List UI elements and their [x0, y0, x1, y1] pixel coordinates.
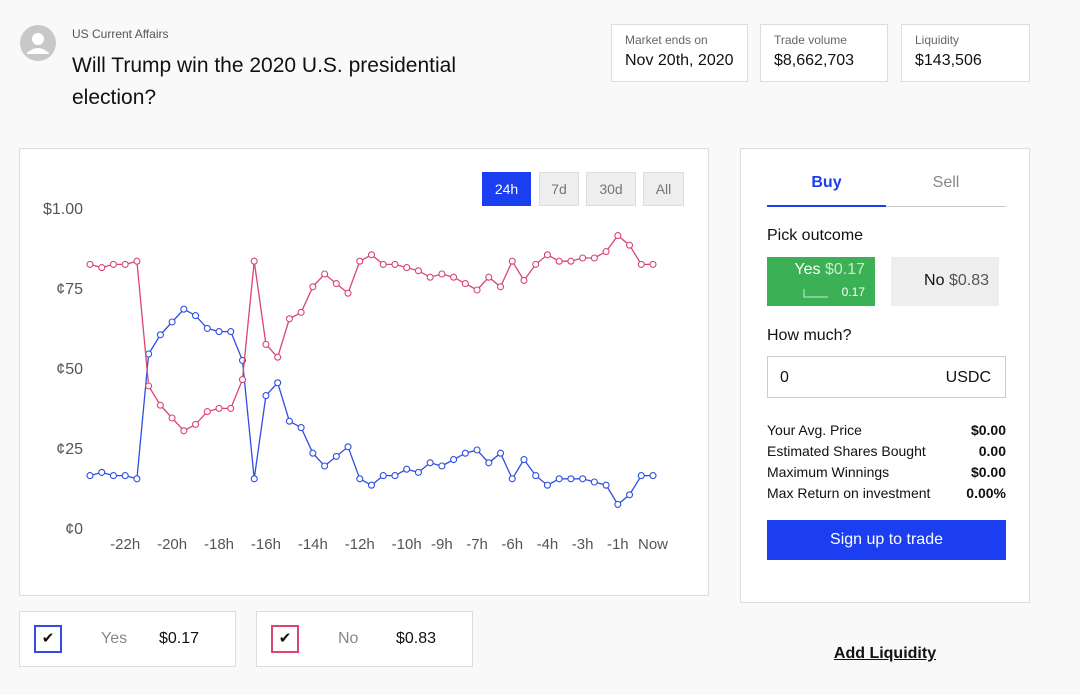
summary-label: Maximum Winnings — [767, 464, 890, 480]
timeframe-button[interactable]: 30d — [586, 172, 636, 206]
sparkline — [803, 289, 828, 298]
stat: Trade volume $8,662,703 — [760, 24, 888, 82]
outcome-name: Yes — [794, 261, 821, 278]
summary-value: $0.00 — [970, 422, 1006, 438]
legend-name: No — [338, 630, 359, 647]
market-title: Will Trump win the 2020 U.S. presidentia… — [72, 54, 456, 109]
no-button[interactable]: No $0.83 — [891, 257, 999, 306]
tab-divider — [767, 206, 1006, 207]
amount-input[interactable]: 0 USDC — [767, 356, 1006, 398]
avatar — [20, 25, 56, 61]
spark-value: 0.17 — [841, 285, 865, 299]
legend-card[interactable]: ✔ Yes $0.17 — [19, 611, 236, 667]
outcome-price: $0.83 — [948, 272, 989, 289]
stat: Liquidity $143,506 — [901, 24, 1030, 82]
chart-card — [19, 148, 709, 596]
legend-price: $0.17 — [159, 630, 200, 647]
currency: USDC — [945, 369, 991, 386]
outcome-price: $0.17 — [824, 261, 865, 278]
stat-value: $8,662,703 — [774, 52, 855, 69]
legend-card[interactable]: ✔ No $0.83 — [256, 611, 473, 667]
checkbox[interactable]: ✔ — [34, 625, 62, 653]
buy-tab[interactable]: Buy — [811, 174, 842, 191]
add-liquidity-link[interactable]: Add Liquidity — [833, 645, 937, 662]
stat-label: Liquidity — [915, 33, 960, 47]
summary-row: Your Avg. Price $0.00 — [767, 422, 1006, 438]
signup-button[interactable]: Sign up to trade — [767, 520, 1006, 560]
pick-label: Pick outcome — [767, 227, 864, 244]
timeframe-button[interactable]: 7d — [539, 172, 579, 206]
summary-row: Maximum Winnings $0.00 — [767, 464, 1006, 480]
summary-value: 0.00 — [978, 443, 1006, 459]
summary-row: Estimated Shares Bought 0.00 — [767, 443, 1006, 459]
timeframe-button[interactable]: All — [643, 172, 684, 206]
stat-value: $143,506 — [915, 52, 982, 69]
summary-label: Max Return on investment — [767, 485, 931, 501]
stat-label: Trade volume — [774, 33, 847, 47]
legend-price: $0.83 — [396, 630, 437, 647]
sell-tab[interactable]: Sell — [932, 174, 960, 191]
summary-value: 0.00% — [966, 485, 1006, 501]
outcome-name: No — [924, 272, 945, 289]
stat-label: Market ends on — [625, 33, 708, 47]
timeframe-button[interactable]: 24h — [482, 172, 531, 206]
stat: Market ends on Nov 20th, 2020 — [611, 24, 748, 82]
stat-value: Nov 20th, 2020 — [625, 52, 734, 69]
summary-label: Estimated Shares Bought — [767, 443, 926, 459]
category: US Current Affairs — [72, 27, 169, 41]
summary-row: Max Return on investment 0.00% — [767, 485, 1006, 501]
tab-underline — [767, 205, 886, 207]
legend-name: Yes — [101, 630, 128, 647]
yes-button[interactable]: Yes $0.17 0.17 — [767, 257, 875, 306]
summary-label: Your Avg. Price — [767, 422, 862, 438]
summary-value: $0.00 — [970, 464, 1006, 480]
amount-label: How much? — [767, 327, 852, 344]
checkbox[interactable]: ✔ — [271, 625, 299, 653]
amount-value: 0 — [780, 369, 789, 386]
